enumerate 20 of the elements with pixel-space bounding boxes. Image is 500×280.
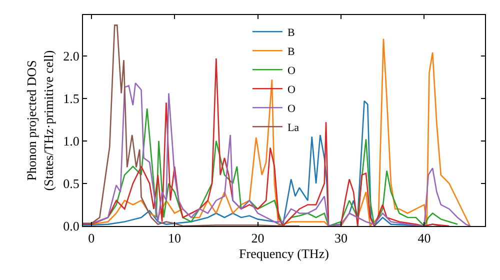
y-tick-label: 2.0 bbox=[63, 48, 80, 64]
legend-label: La bbox=[287, 122, 300, 134]
y-tick-label: 1.0 bbox=[63, 133, 80, 148]
x-tick-label: 0 bbox=[88, 230, 95, 246]
x-tick-label: 30 bbox=[334, 230, 348, 246]
line-series bbox=[83, 58, 450, 226]
y-axis-title: Phonon projected DOS (States/THz·primitive cell) bbox=[24, 50, 56, 191]
x-axis-title: Frequency (THz) bbox=[239, 246, 329, 262]
legend-label: O bbox=[287, 84, 296, 96]
line-series bbox=[83, 24, 300, 226]
legend-label: B bbox=[287, 26, 295, 39]
legend-label: O bbox=[287, 64, 296, 77]
y-tick-label: 1.5 bbox=[63, 90, 80, 106]
legend-label: B bbox=[287, 46, 295, 58]
y-tick-label: 0.0 bbox=[63, 218, 80, 234]
legend-label: O bbox=[287, 102, 296, 115]
y-tick-label: 0.5 bbox=[63, 176, 80, 192]
x-tick-label: 10 bbox=[168, 230, 182, 246]
x-tick-label: 40 bbox=[418, 230, 431, 246]
x-tick-label: 20 bbox=[251, 230, 264, 246]
